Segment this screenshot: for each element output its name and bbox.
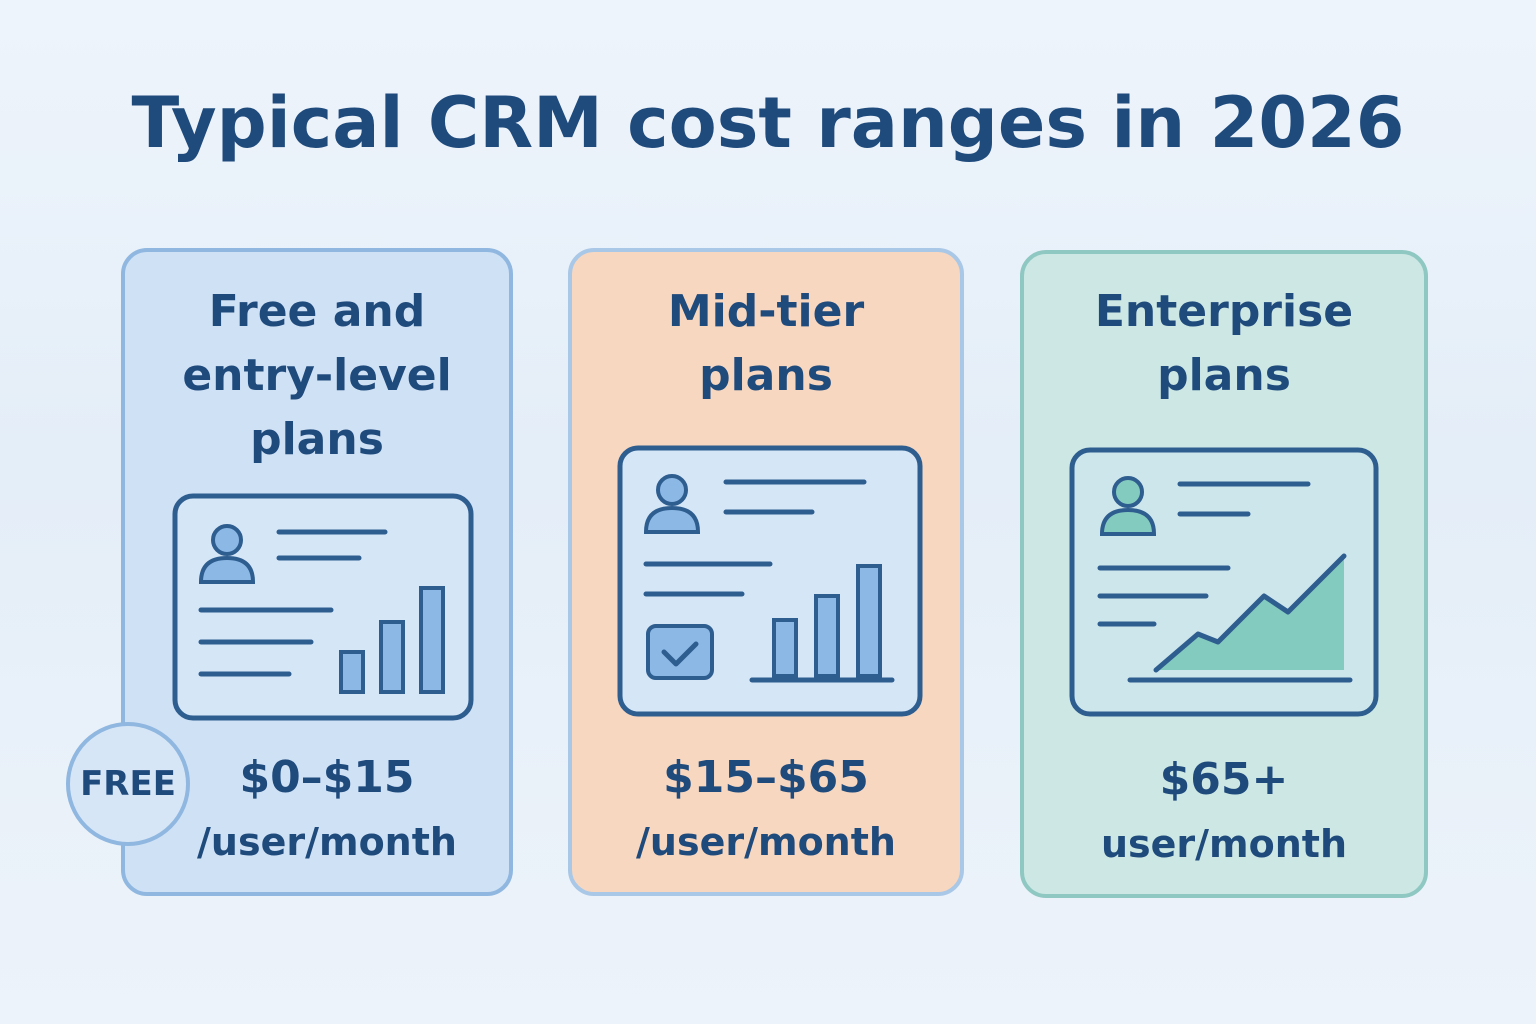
page-title: Typical CRM cost ranges in 2026 xyxy=(131,82,1405,164)
tier-heading-line: plans xyxy=(1157,350,1291,401)
tier-heading-line: Enterprise xyxy=(1094,286,1354,337)
tier-unit: /user/month xyxy=(636,820,896,864)
tier-price: $65+ xyxy=(1159,754,1289,805)
tier-card-enterprise: Enterprise plans $65+ user/month xyxy=(1020,250,1428,898)
tier-card-mid: Mid-tier plans $15–$65 /user/month xyxy=(568,248,964,896)
tier-heading-line: plans xyxy=(250,414,384,465)
dashboard-bar-chart-icon xyxy=(172,493,474,721)
tier-price: $15–$65 xyxy=(663,752,869,803)
tier-heading: Enterprise plans xyxy=(1024,280,1424,408)
dashboard-checkbox-bar-chart-icon xyxy=(617,445,923,717)
tier-unit: /user/month xyxy=(197,820,457,864)
free-badge: FREE xyxy=(66,722,190,846)
dashboard-area-chart-icon xyxy=(1069,447,1379,717)
tier-unit: user/month xyxy=(1100,822,1348,866)
tier-price: $0–$15 xyxy=(239,752,415,803)
tier-heading-line: entry-level xyxy=(182,350,452,401)
free-badge-label: FREE xyxy=(80,764,176,804)
tier-heading: Mid-tier plans xyxy=(572,280,960,408)
tier-card-free: Free and entry-level plans $0–$15 /user/… xyxy=(121,248,513,896)
tier-heading-line: plans xyxy=(699,350,833,401)
tier-heading: Free and entry-level plans xyxy=(125,280,509,472)
tier-heading-line: Mid-tier xyxy=(667,286,865,337)
tier-heading-line: Free and xyxy=(208,286,426,337)
